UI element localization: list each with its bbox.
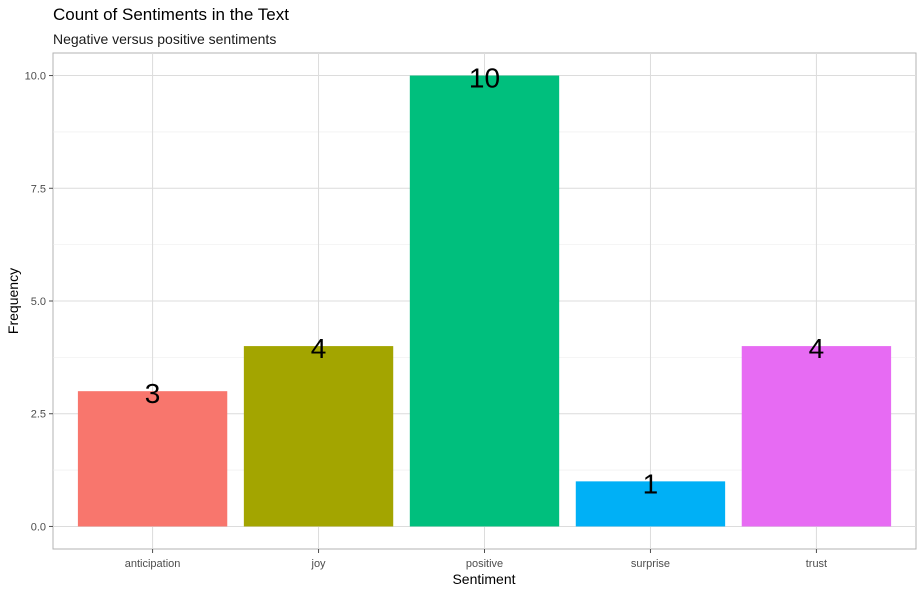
y-tick-label: 0.0 <box>31 521 46 533</box>
y-tick-label: 10.0 <box>25 71 46 83</box>
x-tick-label: positive <box>466 558 503 570</box>
y-tick-label: 2.5 <box>31 409 46 421</box>
bar-surprise <box>575 481 726 527</box>
x-tick-label: anticipation <box>125 558 181 570</box>
y-axis-title: Frequency <box>5 268 21 334</box>
x-tick-label: joy <box>311 558 327 570</box>
x-tick-label: trust <box>806 558 827 570</box>
data-label-positive: 10 <box>469 63 500 94</box>
bar-positive <box>409 75 560 527</box>
data-label-anticipation: 3 <box>145 378 161 409</box>
data-label-trust: 4 <box>809 333 825 364</box>
y-tick-label: 7.5 <box>31 183 46 195</box>
y-tick-label: 5.0 <box>31 296 46 308</box>
x-axis-ticks: anticipation joy positive surprise trust <box>125 549 827 570</box>
bar-trust <box>741 346 892 527</box>
chart-title: Count of Sentiments in the Text <box>53 5 289 24</box>
x-axis-title: Sentiment <box>452 571 515 587</box>
data-label-joy: 4 <box>311 333 327 364</box>
data-labels: 3 4 10 1 4 <box>145 63 824 500</box>
chart-subtitle: Negative versus positive sentiments <box>53 31 277 47</box>
bar-anticipation <box>77 391 228 527</box>
x-tick-label: surprise <box>631 558 670 570</box>
bar-joy <box>243 346 394 527</box>
data-label-surprise: 1 <box>643 468 659 499</box>
bars <box>77 75 892 527</box>
y-axis-ticks: 0.0 2.5 5.0 7.5 10.0 <box>25 71 53 533</box>
